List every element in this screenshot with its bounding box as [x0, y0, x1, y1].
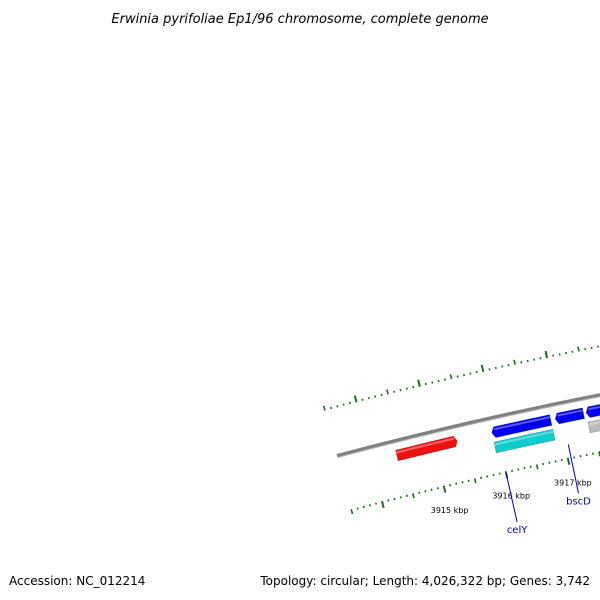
minor-tick — [418, 491, 421, 494]
gene-label-layer: celYbscDbscCbscB — [505, 444, 591, 536]
minor-tick — [405, 494, 408, 497]
gene-celY[interactable] — [491, 414, 553, 438]
minor-tick — [449, 374, 453, 380]
minor-tick — [322, 405, 326, 411]
gene-sheen — [494, 430, 554, 446]
minor-tick — [488, 368, 491, 371]
major-tick — [353, 395, 358, 403]
gene-bscC-gray[interactable] — [587, 383, 600, 434]
minor-tick — [393, 390, 396, 393]
minor-tick — [348, 401, 351, 405]
gene-sheen — [557, 409, 584, 417]
minor-tick — [356, 507, 359, 510]
map-title: Erwinia pyrifoliae Ep1/96 chromosome, co… — [111, 12, 488, 27]
gene-sheen — [588, 421, 600, 426]
minor-tick — [374, 395, 377, 398]
major-tick — [381, 500, 385, 509]
gene-label-celY[interactable]: celY — [507, 525, 528, 536]
minor-tick — [577, 346, 580, 352]
minor-tick — [362, 505, 365, 509]
major-tick — [442, 485, 447, 493]
backbone-line — [336, 393, 600, 458]
minor-tick — [449, 484, 452, 487]
gene-label-line — [567, 444, 579, 494]
minor-tick — [507, 363, 510, 367]
minor-tick — [469, 372, 472, 375]
minor-tick — [387, 499, 390, 502]
minor-tick — [513, 359, 516, 365]
minor-tick — [405, 387, 408, 390]
minor-tick — [412, 493, 415, 499]
major-tick — [544, 350, 548, 359]
minor-tick — [443, 378, 446, 381]
backbone-layer — [336, 393, 600, 458]
accession-text: Accession: NC_012214 — [9, 574, 146, 588]
gene-label-bscD[interactable]: bscD — [566, 496, 591, 507]
tick-label: 3915 kbp — [431, 506, 469, 515]
major-tick — [566, 457, 571, 465]
minor-tick — [535, 464, 539, 470]
gene-sheen — [588, 405, 600, 411]
gene-celY-cyan[interactable] — [493, 428, 556, 454]
minor-tick — [412, 385, 415, 389]
minor-tick — [542, 462, 545, 466]
topology-summary: Topology: circular; Length: 4,026,322 bp… — [260, 574, 590, 588]
minor-tick — [368, 504, 371, 507]
minor-tick — [399, 389, 402, 392]
minor-tick — [386, 389, 389, 395]
minor-tick — [456, 375, 459, 378]
minor-tick — [361, 398, 364, 401]
minor-tick — [380, 393, 383, 397]
gene-red-gene[interactable] — [395, 435, 458, 462]
gene-bscD[interactable] — [554, 407, 585, 425]
minor-tick — [336, 405, 339, 408]
inner-tick-ring — [350, 451, 600, 515]
minor-tick — [342, 403, 345, 406]
feature-layer — [395, 368, 600, 462]
minor-tick — [350, 508, 354, 515]
minor-tick — [330, 406, 333, 410]
minor-tick — [375, 502, 378, 505]
gene-sheen — [395, 437, 455, 454]
minor-tick — [367, 396, 370, 400]
major-tick — [417, 379, 421, 387]
backbone-highlight — [337, 396, 600, 458]
minor-tick — [431, 381, 434, 384]
minor-tick — [399, 496, 402, 499]
major-tick — [480, 364, 485, 373]
gene-bscC[interactable] — [585, 368, 600, 418]
minor-tick — [430, 488, 433, 491]
tick-label: 3917 kbp — [554, 478, 592, 487]
minor-tick — [473, 478, 477, 484]
outer-tick-ring — [322, 345, 599, 411]
minor-tick — [393, 497, 396, 501]
gene-sheen — [493, 416, 551, 431]
minor-tick — [436, 487, 439, 490]
gene-label-line — [505, 473, 518, 523]
